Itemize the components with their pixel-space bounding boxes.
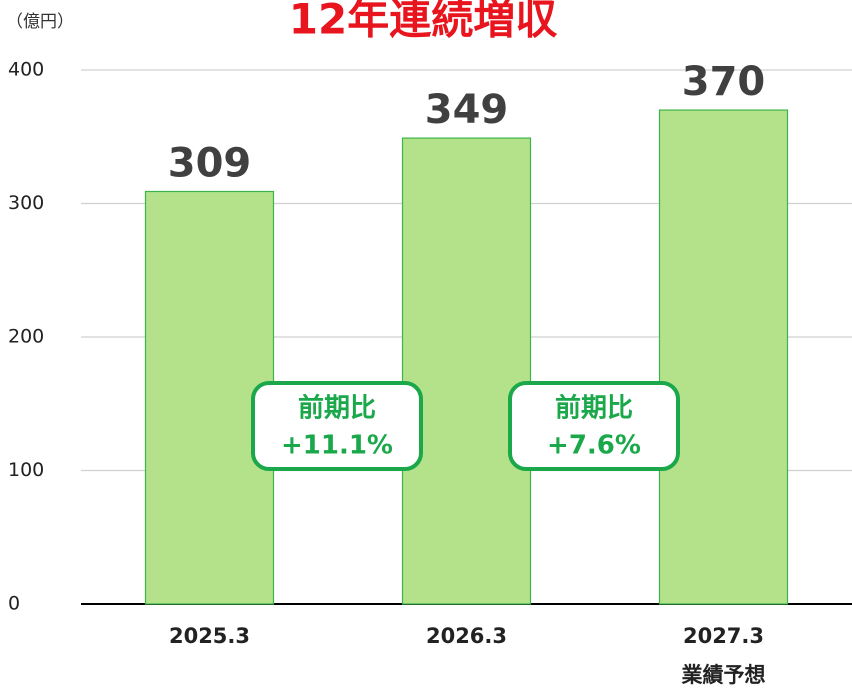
value-label: 370	[682, 59, 766, 105]
forecast-label: 業績予想	[682, 663, 766, 687]
callout-box	[251, 381, 423, 471]
bar	[401, 137, 532, 605]
y-tick-label: 200	[8, 326, 44, 348]
x-tick-label: 2027.3	[683, 624, 764, 648]
callout-text: +11.1%	[281, 431, 393, 461]
y-tick-label: 100	[8, 459, 44, 481]
callout-text: +7.6%	[547, 431, 641, 461]
chart-title: 12年連続増収	[289, 0, 557, 44]
callout-text: 前期比	[298, 393, 376, 424]
y-tick-label: 400	[8, 59, 44, 81]
callout-box	[508, 381, 680, 471]
y-tick-label: 300	[8, 192, 44, 214]
callout-text: 前期比	[555, 393, 633, 424]
unit-label: （億円）	[6, 12, 74, 32]
y-tick-label: 0	[8, 593, 20, 615]
x-tick-label: 2026.3	[426, 624, 507, 648]
value-label: 309	[168, 140, 252, 186]
bar	[658, 109, 789, 605]
value-label: 349	[425, 87, 509, 133]
x-tick-label: 2025.3	[169, 624, 250, 648]
